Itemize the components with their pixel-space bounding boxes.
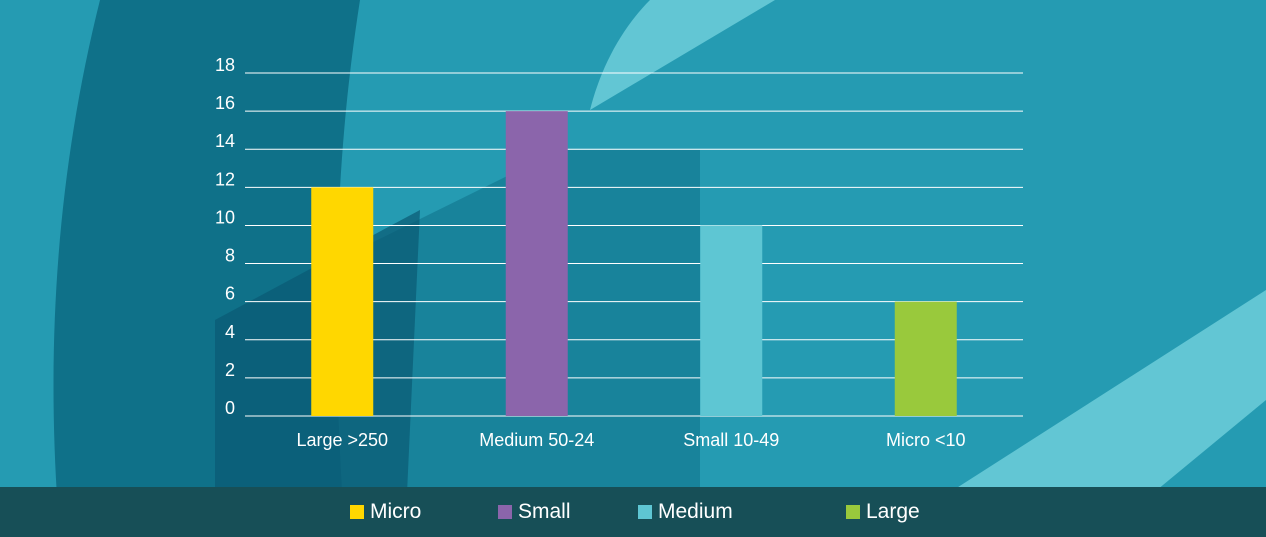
y-axis-ticks: 0 2 4 6 8 10 12 14 16 18 <box>215 55 235 418</box>
y-tick-label: 6 <box>225 284 235 304</box>
x-category-label: Micro <10 <box>886 430 966 450</box>
x-category-label: Medium 50-24 <box>479 430 594 450</box>
legend-label-small: Small <box>518 500 571 523</box>
x-category-label: Small 10-49 <box>683 430 779 450</box>
legend-label-medium: Medium <box>658 500 733 523</box>
legend-item-micro: Micro <box>350 487 421 537</box>
legend-item-medium: Medium <box>638 487 733 537</box>
bar-1 <box>311 187 374 416</box>
y-tick-label: 0 <box>225 398 235 418</box>
legend-label-large: Large <box>866 500 920 523</box>
legend-swatch-medium <box>638 505 652 519</box>
y-tick-label: 16 <box>215 93 235 113</box>
legend-swatch-micro <box>350 505 364 519</box>
legend: Micro Small Medium Large <box>0 487 1266 537</box>
legend-swatch-small <box>498 505 512 519</box>
y-tick-label: 10 <box>215 207 235 227</box>
x-axis-categories: Large >250 Medium 50-24 Small 10-49 Micro <… <box>296 430 965 450</box>
y-tick-label: 8 <box>225 246 235 266</box>
y-tick-label: 2 <box>225 360 235 380</box>
bars <box>311 111 957 416</box>
bar-2 <box>505 111 568 416</box>
y-tick-label: 4 <box>225 322 235 342</box>
y-tick-label: 18 <box>215 55 235 75</box>
bar-4 <box>894 301 957 416</box>
legend-swatch-large <box>846 505 860 519</box>
legend-item-large: Large <box>846 487 920 537</box>
legend-item-small: Small <box>498 487 571 537</box>
y-tick-label: 14 <box>215 131 235 151</box>
x-category-label: Large >250 <box>296 430 388 450</box>
legend-label-micro: Micro <box>370 500 422 523</box>
bar-3 <box>700 225 763 416</box>
gridlines <box>245 72 1023 417</box>
y-tick-label: 12 <box>215 169 235 189</box>
